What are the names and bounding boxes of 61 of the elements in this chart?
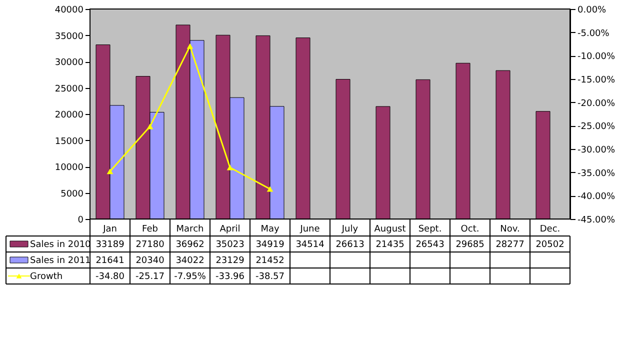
x-tick-label: Feb [142,224,158,234]
y2-tick-label: -30.00% [578,146,616,156]
data-label: 21641 [96,256,124,266]
data-label: 20502 [536,240,564,250]
point [226,164,234,170]
x-tick-label: June [299,224,320,234]
data-label: 26543 [416,240,444,250]
x-tick-label: Sept. [418,224,442,234]
legend-label: Sales in 2010 [30,240,92,250]
data-label: 34919 [256,240,285,250]
y2-tick-label: -15.00% [578,76,616,86]
y-tick-label: 35000 [54,32,84,42]
data-label: 21435 [376,240,404,250]
y-tick-label: 30000 [54,58,84,68]
x-tick-label: Jan [102,224,117,234]
data-label: 21452 [256,256,284,266]
x-tick-label: July [340,224,359,234]
data-label: 34514 [296,240,325,250]
data-label: 34022 [176,256,204,266]
point [146,124,154,130]
y2-tick-label: -35.00% [578,168,616,179]
data-label: 29685 [456,240,484,250]
legend-label: Growth [30,272,63,282]
y2-tick-label: -10.00% [578,52,616,62]
y2-tick-label: -20.00% [578,98,616,109]
data-label: 28277 [496,240,524,250]
y-tick-label: 25000 [54,84,84,94]
point [266,186,274,192]
data-label: -33.96 [215,272,245,282]
y2-tick-label: -40.00% [578,192,616,202]
y2-tick-label: -45.00% [578,216,616,226]
point [106,168,114,174]
x-tick-label: August [374,224,406,234]
x-tick-label: March [176,224,204,234]
x-tick-label: Oct. [460,224,480,234]
data-label: -7.95% [174,272,206,282]
data-label: 36962 [176,240,204,250]
y-tick-label: 10000 [54,163,84,173]
x-tick-label: Nov. [500,224,520,234]
y2-tick-label: -25.00% [578,122,616,132]
y-tick-label: 40000 [54,6,84,16]
data-label: -25.17 [135,272,165,282]
data-label: 35023 [216,240,244,250]
data-label: -34.80 [95,272,125,282]
x-tick-label: April [220,224,240,234]
data-label: 20340 [136,256,165,266]
data-label: 27180 [136,240,165,250]
y-tick-label: 15000 [54,136,84,147]
y-tick-label: 5000 [60,189,84,200]
data-label: 23129 [216,256,245,266]
data-label: 26613 [336,240,364,250]
point [186,43,194,49]
data-label: 33189 [96,240,125,250]
data-label: -38.57 [255,272,285,282]
y2-tick-label: 0.00% [578,6,607,16]
y2-tick-label: -5.00% [578,28,610,39]
x-tick-label: May [260,224,280,234]
y-tick-label: 20000 [54,110,84,120]
x-tick-label: Dec. [540,224,560,234]
y-tick-label: 0 [78,216,84,226]
legend-label: Sales in 2011 [30,256,91,266]
